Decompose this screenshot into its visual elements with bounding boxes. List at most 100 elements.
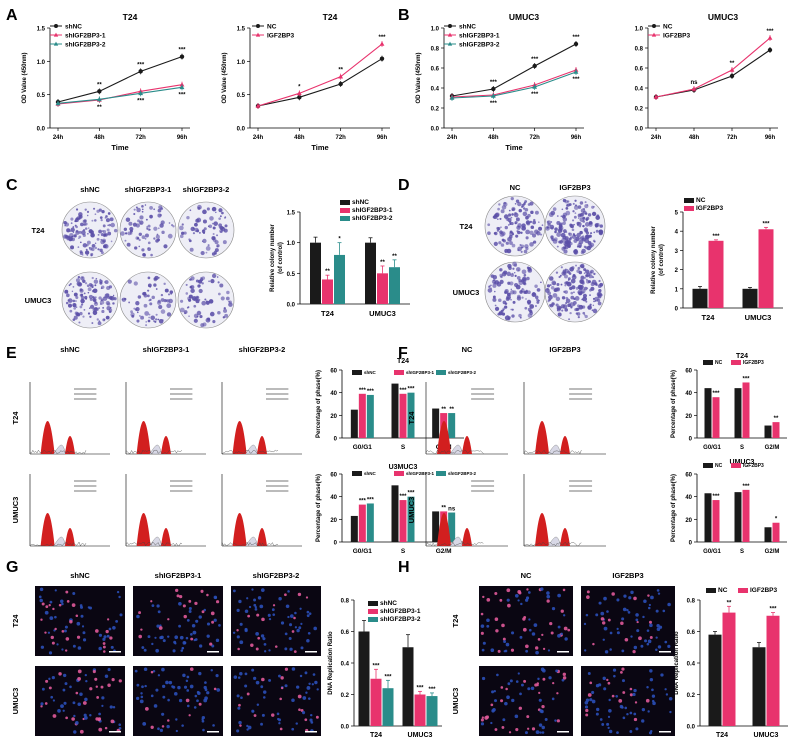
nucleus-dot xyxy=(147,635,151,639)
x-tick-label: T24 xyxy=(370,732,382,739)
nucleus-dot xyxy=(156,604,160,608)
colony-dot xyxy=(75,230,80,235)
colony-dot xyxy=(89,298,93,301)
nucleus-dot xyxy=(668,696,673,701)
colony-dot xyxy=(113,297,117,301)
bar xyxy=(382,688,394,726)
nucleus-dot xyxy=(309,713,313,717)
colony-dot xyxy=(100,233,104,237)
colony-dot xyxy=(490,274,495,278)
nucleus-dot xyxy=(246,597,249,600)
nucleus-dot xyxy=(583,622,587,626)
colony-dot xyxy=(526,299,532,305)
colony-dot xyxy=(514,202,517,205)
nucleus-dot xyxy=(526,715,530,719)
nucleus-dot xyxy=(175,729,178,733)
colony-dot xyxy=(150,315,156,321)
nucleus-dot xyxy=(622,607,627,612)
colony-dot xyxy=(552,239,558,244)
nucleus-dot xyxy=(494,592,498,596)
legend-label: shIGF2BP3-1 xyxy=(459,33,500,40)
significance-label: ** xyxy=(449,407,454,413)
nucleus-dot xyxy=(236,635,240,639)
colony-dot xyxy=(73,315,78,320)
nucleus-dot xyxy=(103,650,106,653)
colony-dot xyxy=(193,318,198,323)
colony-dot xyxy=(138,245,141,248)
colony-dot xyxy=(582,224,585,228)
colony-dot xyxy=(218,226,221,229)
data-point xyxy=(729,73,735,79)
scale-bar xyxy=(305,651,317,653)
colony-dot xyxy=(562,235,567,240)
nucleus-dot xyxy=(620,621,624,626)
colony-dot xyxy=(194,222,198,227)
colony-dot xyxy=(136,319,140,323)
colony-dot xyxy=(529,201,534,206)
nucleus-dot xyxy=(546,591,550,595)
colony-dot xyxy=(75,208,79,211)
nucleus-dot xyxy=(480,624,485,628)
bar xyxy=(772,422,780,438)
colony-dot xyxy=(75,306,78,308)
fluor-image xyxy=(581,666,675,736)
nucleus-dot xyxy=(65,716,68,720)
colony-dot xyxy=(585,218,588,221)
data-point xyxy=(573,41,579,47)
y-tick-label: 0.0 xyxy=(341,725,350,731)
nucleus-dot xyxy=(181,646,185,650)
nucleus-dot xyxy=(284,684,288,688)
significance-label: *** xyxy=(572,77,580,83)
y-tick-label: 0.2 xyxy=(341,693,350,699)
colony-dot xyxy=(585,274,588,277)
x-tick-label: G2/M xyxy=(765,445,780,451)
colony-dot xyxy=(557,312,562,317)
nucleus-dot xyxy=(194,638,198,641)
colony-dot xyxy=(507,316,511,320)
nucleus-dot xyxy=(256,613,260,617)
significance-label: *** xyxy=(572,35,580,41)
colony-dot xyxy=(123,227,128,231)
colony-dot xyxy=(147,276,151,280)
g2-peak xyxy=(560,436,570,454)
nucleus-dot xyxy=(542,677,546,681)
colony-dot xyxy=(583,227,589,233)
x-tick-label: UMUC3 xyxy=(745,313,772,322)
data-point xyxy=(691,86,697,91)
colony-dot xyxy=(501,205,507,210)
significance-label: *** xyxy=(712,234,720,240)
nucleus-dot xyxy=(312,673,316,676)
bar xyxy=(407,496,415,542)
colony-dot xyxy=(552,207,557,211)
y-tick-label: 40 xyxy=(685,391,692,397)
nucleus-dot xyxy=(520,602,523,606)
data-point xyxy=(532,84,538,89)
colony-dot xyxy=(105,215,108,218)
nucleus-dot xyxy=(608,708,612,713)
colony-dot xyxy=(130,312,135,317)
bar xyxy=(399,500,407,542)
nucleus-dot xyxy=(490,721,493,725)
nucleus-dot xyxy=(268,678,272,682)
colony-dot xyxy=(212,232,215,235)
nucleus-dot xyxy=(546,594,551,599)
bar xyxy=(358,393,366,438)
colony-dot xyxy=(490,284,492,287)
line-chart-A1: 0.00.51.01.5OD Value (450nm)24h 48h 72h 96h… xyxy=(22,12,190,152)
colony-dot xyxy=(597,284,602,288)
colony-dot xyxy=(113,228,118,233)
colony-dot xyxy=(565,238,569,241)
colony-dot xyxy=(525,229,530,235)
colony-dot xyxy=(197,206,201,210)
nucleus-dot xyxy=(238,599,242,604)
nucleus-dot xyxy=(304,671,308,675)
nucleus-dot xyxy=(161,712,165,716)
nucleus-dot xyxy=(143,648,147,652)
colony-dot xyxy=(65,301,69,305)
nucleus-dot xyxy=(198,671,202,676)
colony-dot xyxy=(89,315,92,319)
colony-dot xyxy=(67,303,73,308)
significance-label: * xyxy=(298,84,301,90)
colony-dot xyxy=(157,299,161,303)
